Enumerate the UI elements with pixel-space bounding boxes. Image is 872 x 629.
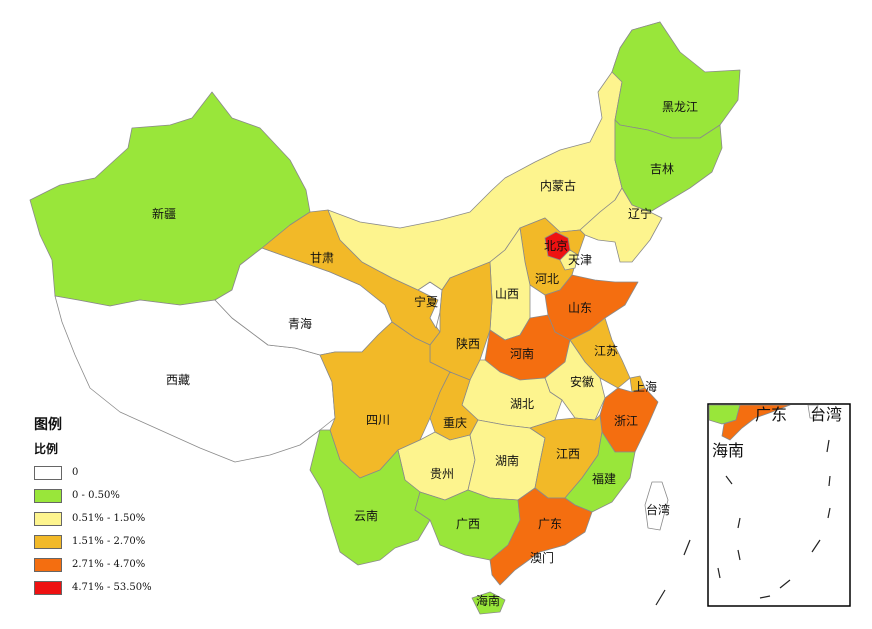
label-shandong: 山东 (568, 301, 592, 315)
legend-title: 图例 (34, 417, 62, 433)
legend: 图例 比例 0 0 - 0.50% 0.51% - 1.50% 1.51% - … (34, 414, 194, 599)
label-ningxia: 宁夏 (414, 294, 438, 309)
legend-label: 4.71% - 53.50% (72, 582, 152, 593)
label-aomen: 澳门 (530, 550, 554, 565)
province-taiwan[interactable] (644, 481, 669, 531)
label-taiwan: 台湾 (646, 502, 670, 517)
label-guangxi: 广西 (456, 517, 480, 531)
legend-item: 0 (34, 461, 194, 484)
province-neimenggu[interactable] (327, 21, 661, 291)
province-tianjin[interactable] (559, 249, 579, 271)
label-hubei: 湖北 (510, 396, 534, 411)
label-hebei: 河北 (535, 272, 559, 286)
label-beijing: 北京 (544, 239, 568, 253)
label-jiangsu: 江苏 (594, 344, 618, 358)
inset-taiwan (807, 404, 819, 419)
inset-guangdong (721, 404, 791, 441)
label-guangdong: 广东 (538, 517, 562, 531)
label-anhui: 安徽 (570, 374, 594, 389)
label-liaoning: 辽宁 (628, 206, 652, 221)
label-hainan: 海南 (476, 593, 500, 608)
legend-item: 4.71% - 53.50% (34, 576, 194, 599)
legend-item: 0 - 0.50% (34, 484, 194, 507)
label-shanxi: 山西 (495, 287, 519, 301)
legend-swatch (34, 557, 62, 572)
province-heilongjiang[interactable] (611, 21, 741, 139)
legend-swatch (34, 465, 62, 480)
label-shaanxi: 陕西 (456, 336, 480, 351)
inset-label-hainan: 海南 (712, 441, 744, 460)
legend-item: 0.51% - 1.50% (34, 507, 194, 530)
legend-label: 0.51% - 1.50% (72, 513, 146, 524)
legend-swatch (34, 488, 62, 503)
legend-swatch (34, 511, 62, 526)
label-hunan: 湖南 (495, 453, 519, 468)
label-chongqing: 重庆 (443, 416, 467, 430)
label-tianjin: 天津 (568, 253, 592, 267)
inset-label-taiwan: 台湾 (810, 405, 842, 424)
label-zhejiang: 浙江 (614, 414, 638, 428)
legend-label: 0 - 0.50% (72, 490, 120, 501)
legend-label: 2.71% - 4.70% (72, 559, 146, 570)
label-shanghai: 上海 (633, 379, 657, 394)
label-neimenggu: 内蒙古 (540, 178, 576, 193)
province-guangdong[interactable] (489, 487, 593, 586)
label-fujian: 福建 (592, 471, 616, 486)
sea-boundary-dashes (655, 539, 691, 606)
label-heilongjiang: 黑龙江 (662, 100, 698, 114)
province-liaoning[interactable] (579, 187, 663, 263)
legend-swatch (34, 534, 62, 549)
label-xizang: 西藏 (166, 373, 190, 387)
label-yunnan: 云南 (354, 508, 378, 523)
inset-label-guangdong: 广东 (755, 405, 787, 424)
legend-item: 1.51% - 2.70% (34, 530, 194, 553)
label-sichuan: 四川 (366, 413, 390, 427)
south-china-sea-inset: 广东 台湾 海南 (707, 403, 851, 607)
legend-item: 2.71% - 4.70% (34, 553, 194, 576)
legend-label: 1.51% - 2.70% (72, 536, 146, 547)
label-guizhou: 贵州 (430, 467, 454, 481)
label-jilin: 吉林 (650, 162, 674, 176)
label-qinghai: 青海 (288, 316, 312, 331)
province-hainan[interactable] (471, 591, 506, 615)
legend-label: 0 (72, 467, 79, 478)
label-henan: 河南 (510, 346, 534, 361)
label-jiangxi: 江西 (556, 447, 580, 461)
label-xinjiang: 新疆 (152, 206, 176, 221)
legend-subtitle: 比例 (34, 442, 59, 456)
inset-dashes (717, 439, 831, 599)
label-gansu: 甘肃 (310, 251, 334, 265)
legend-swatch (34, 580, 62, 595)
